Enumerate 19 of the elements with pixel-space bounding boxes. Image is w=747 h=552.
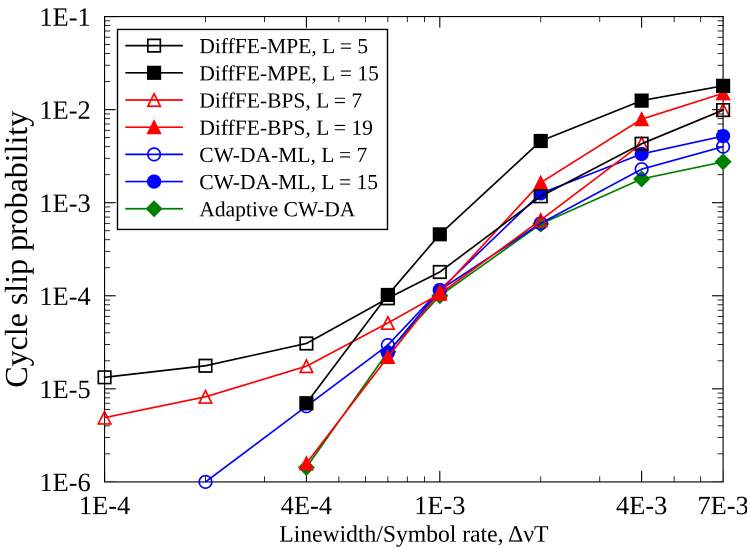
- legend-label: DiffFE-MPE, L = 15: [200, 65, 378, 84]
- y-tick-label: 1E-5: [42, 380, 90, 398]
- y-tick-label: 1E-4: [42, 287, 90, 305]
- y-axis-title: Cycle slip probability: [4, 110, 34, 386]
- x-axis-title: Linewidth/Symbol rate, ΔνT: [280, 525, 548, 547]
- x-tick-label: 1E-3: [416, 496, 464, 514]
- y-tick-label: 1E-3: [42, 194, 90, 212]
- legend-label: CW-DA-ML, L = 7: [200, 148, 367, 166]
- x-tick-label: 4E-3: [616, 496, 666, 514]
- legend-label: DiffFE-BPS, L = 7: [200, 92, 362, 111]
- y-tick-label: 1E-2: [42, 101, 90, 119]
- legend-label: DiffFE-BPS, L = 19: [200, 120, 372, 138]
- legend-label: DiffFE-MPE, L = 5: [200, 38, 368, 56]
- legend-label: CW-DA-ML, L = 15: [200, 174, 378, 192]
- x-tick-label: 4E-4: [281, 496, 332, 514]
- x-tick-label: 1E-4: [81, 496, 130, 514]
- legend-label: Adaptive CW-DA: [200, 201, 356, 221]
- y-tick-label: 1E-1: [42, 8, 90, 26]
- y-tick-label: 1E-6: [42, 474, 90, 492]
